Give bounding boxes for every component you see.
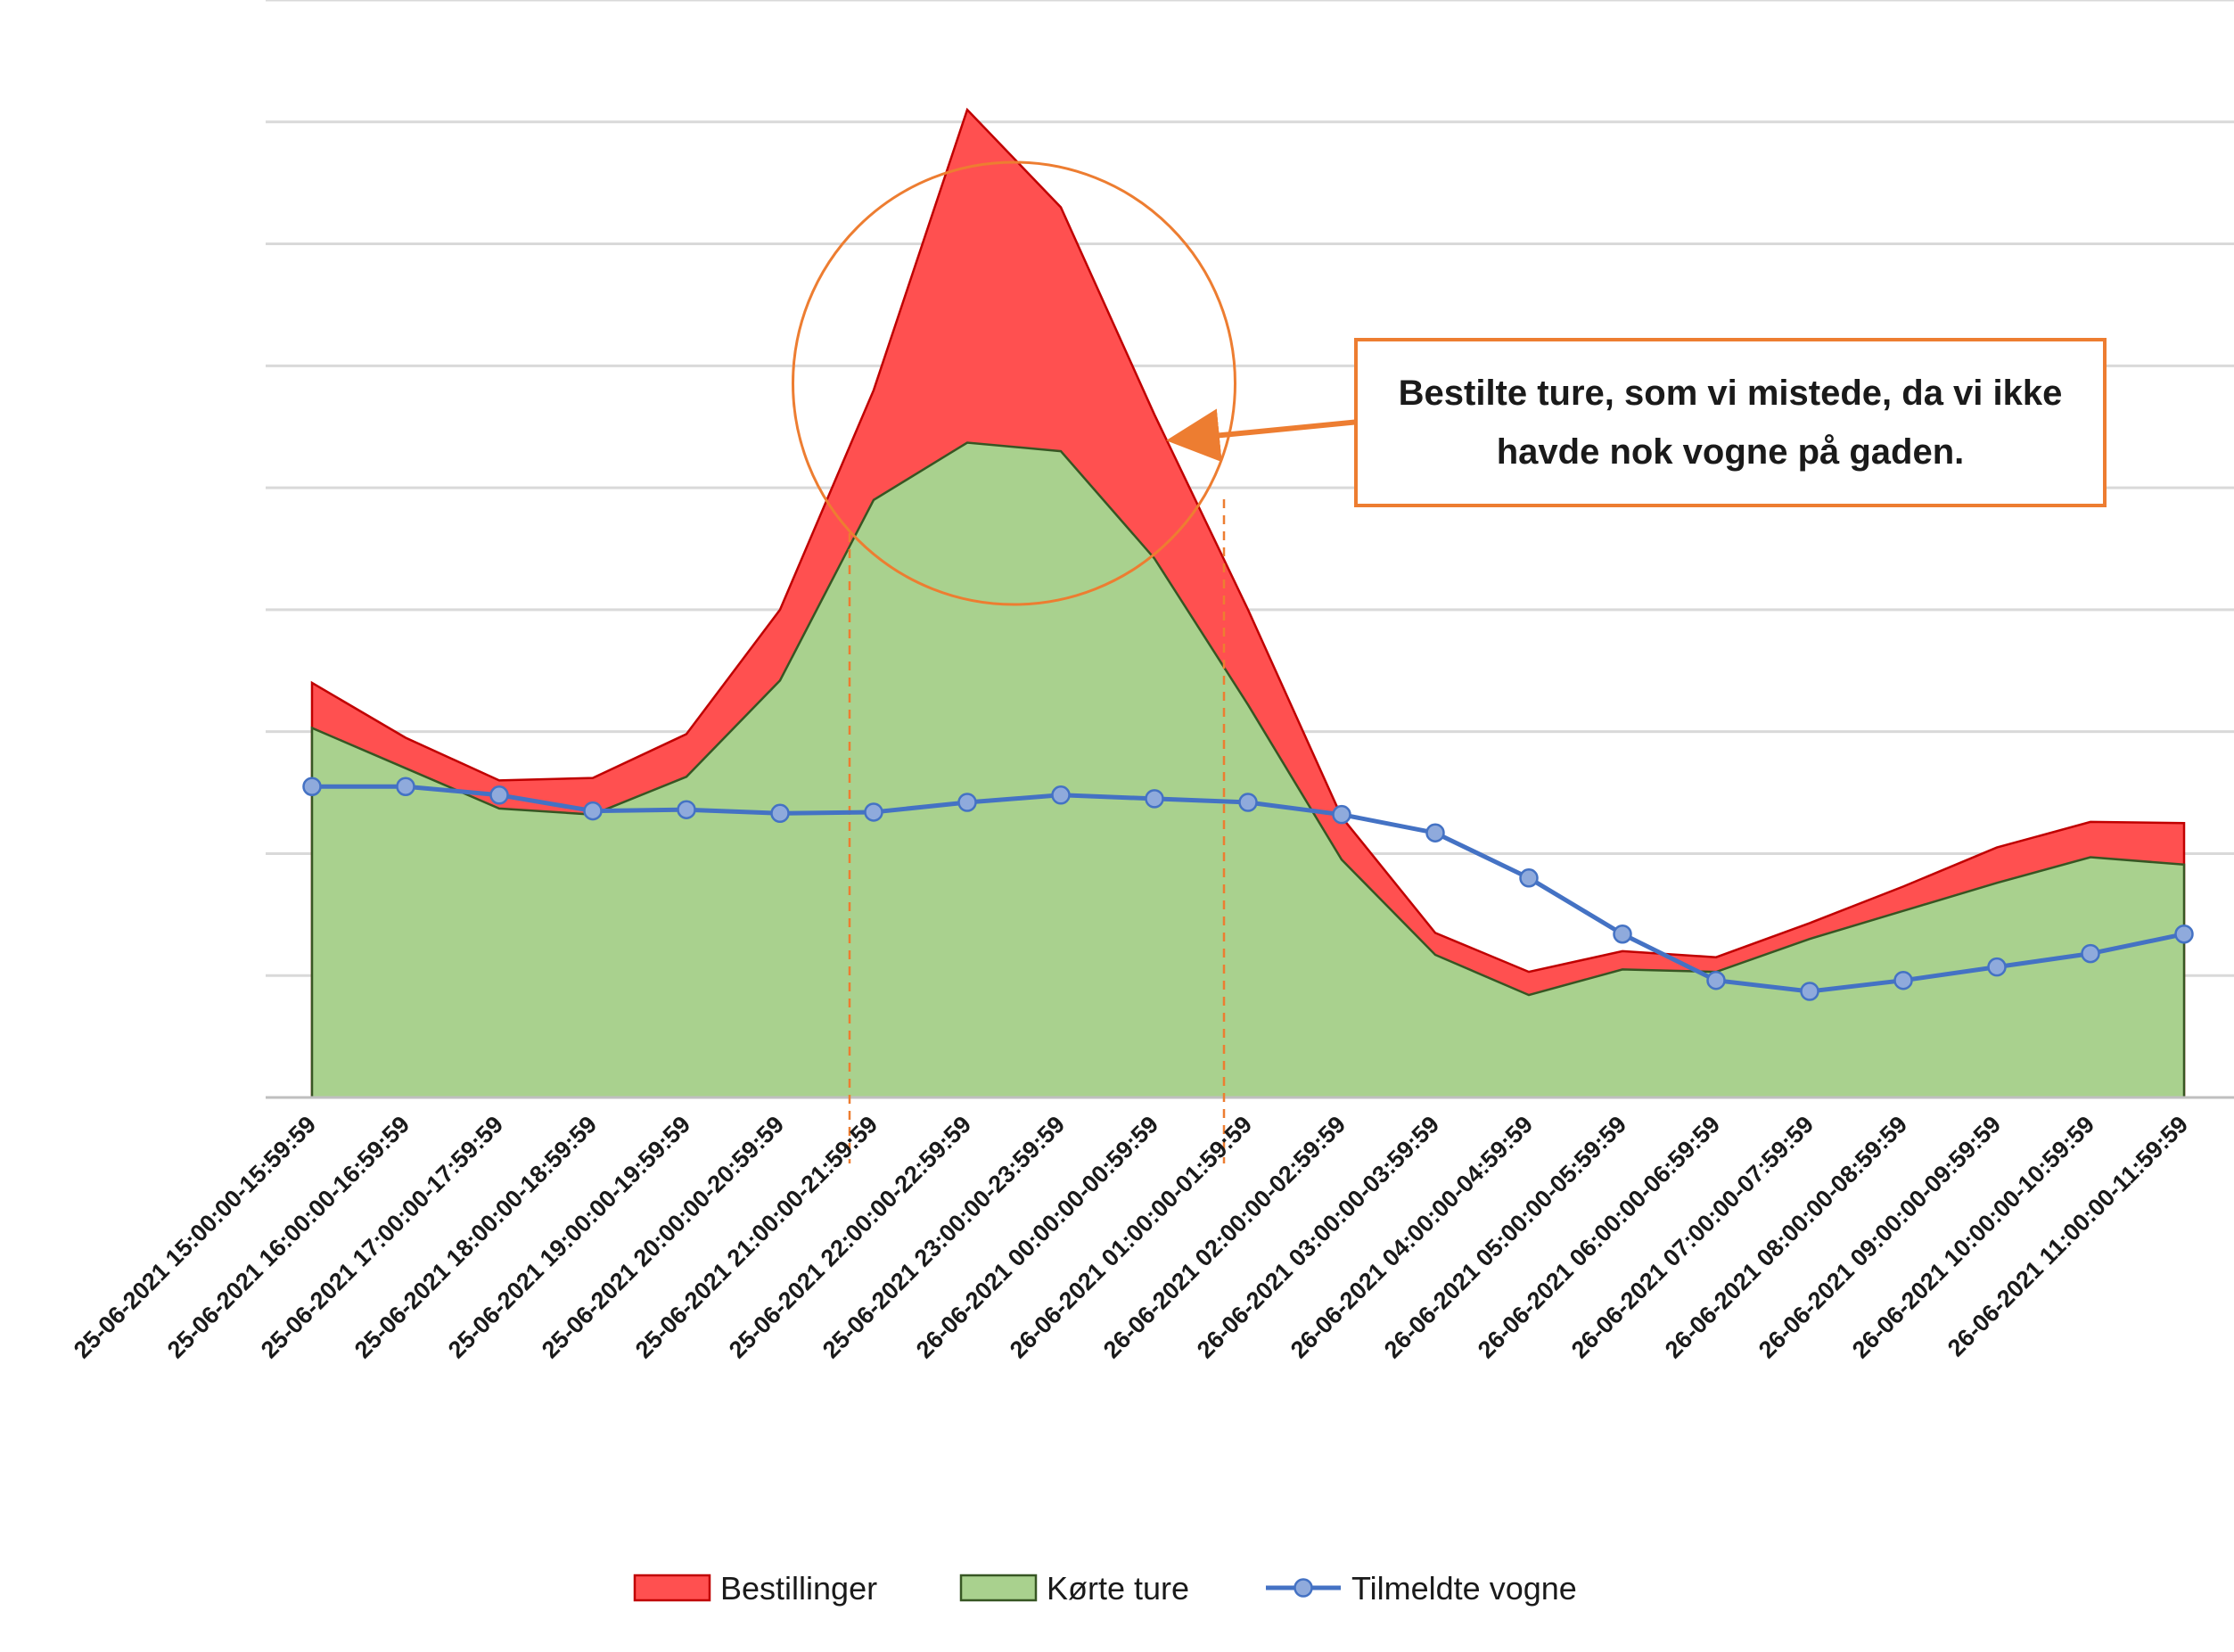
line-point [1332,804,1351,825]
line-point [302,777,322,796]
line-point [1145,789,1164,809]
callout-box: Bestilte ture, som vi mistede, da vi ikk… [1354,338,2107,507]
plot-areas [310,107,2186,1099]
line-point [2081,943,2100,964]
line-point [489,785,509,805]
legend-swatch-k-rte-ture [959,1574,1038,1602]
line-point [677,800,696,819]
line-point [1238,793,1258,812]
legend-swatch-bestillinger [633,1574,711,1602]
line-point [1051,785,1071,805]
line-series [302,777,2194,1001]
highlight-circle [792,160,1236,606]
line-point [2174,924,2194,944]
line-point [1987,957,2007,977]
line-point [770,803,790,824]
legend: Bestillinger Kørte ture Tilmeldte vogne [633,1570,1577,1607]
line-point [864,802,883,822]
line-point [1613,924,1632,944]
line-point [396,777,415,796]
line-point [1706,970,1726,990]
line-point [1519,868,1539,888]
callout-text: Bestilte ture, som vi mistede, da vi ikk… [1398,374,2063,472]
legend-swatch-marker [1294,1578,1313,1598]
area-k-rte-ture [310,441,2186,1099]
line-point [1893,970,1913,990]
legend-label: Tilmeldte vogne [1351,1570,1577,1607]
line-point [583,801,603,821]
line-point [1425,823,1445,842]
legend-label: Kørte ture [1047,1570,1189,1607]
line-point [1800,982,1819,1001]
callout-arrow [1166,408,1369,463]
legend-label: Bestillinger [720,1570,877,1607]
annotations [792,160,1369,1163]
line-point [957,793,977,812]
